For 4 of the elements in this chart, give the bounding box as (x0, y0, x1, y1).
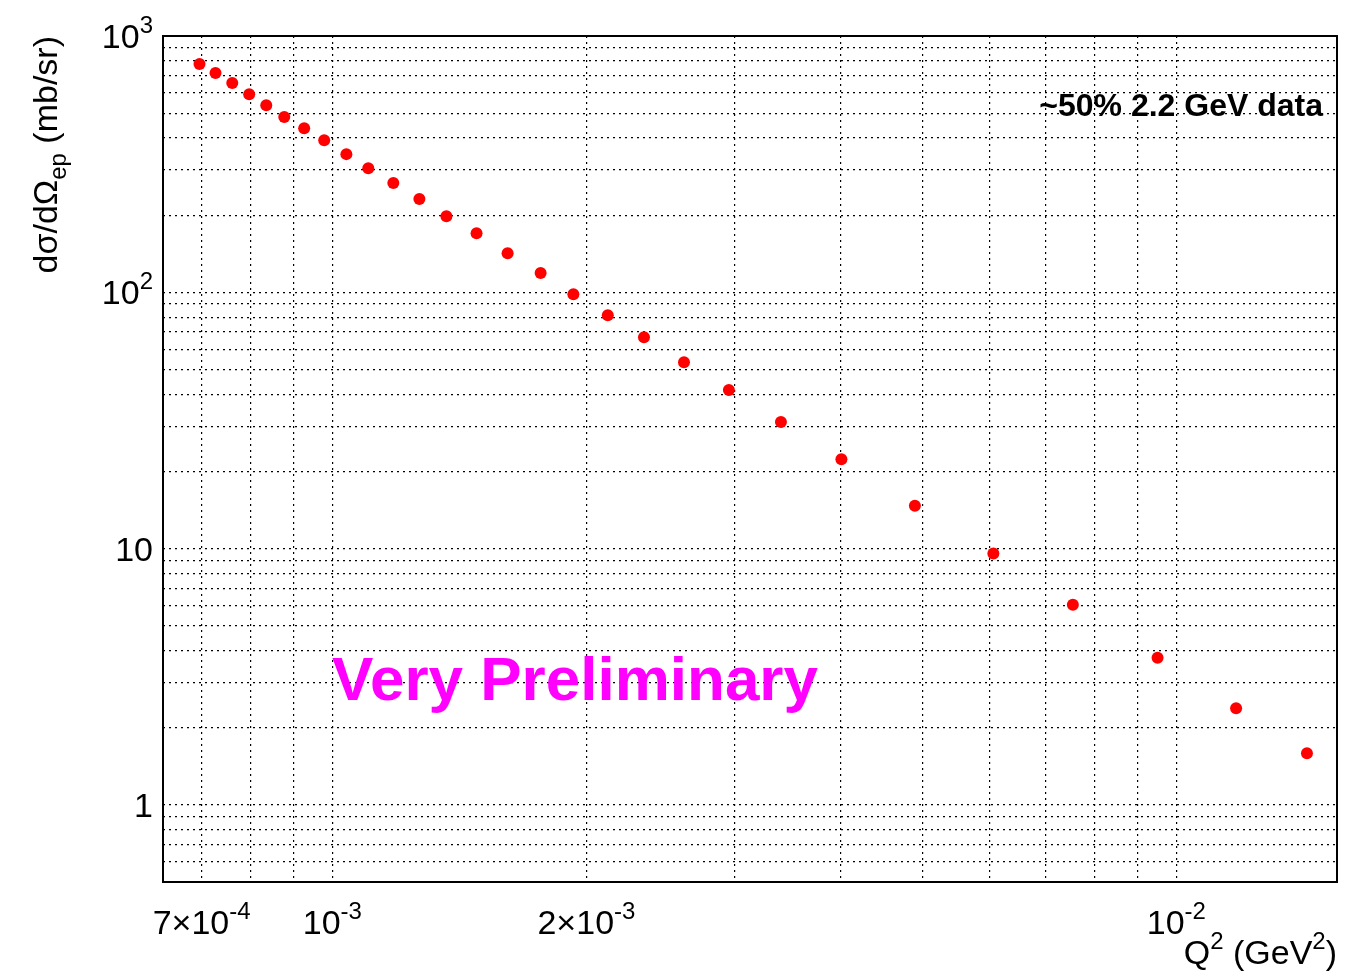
y-axis-title: dσ/dΩep (mb/sr) (26, 36, 71, 274)
y-tick-label: 1 (134, 785, 154, 824)
y-tick-label: 10 (115, 529, 154, 568)
annotation: Very Preliminary (332, 644, 819, 713)
